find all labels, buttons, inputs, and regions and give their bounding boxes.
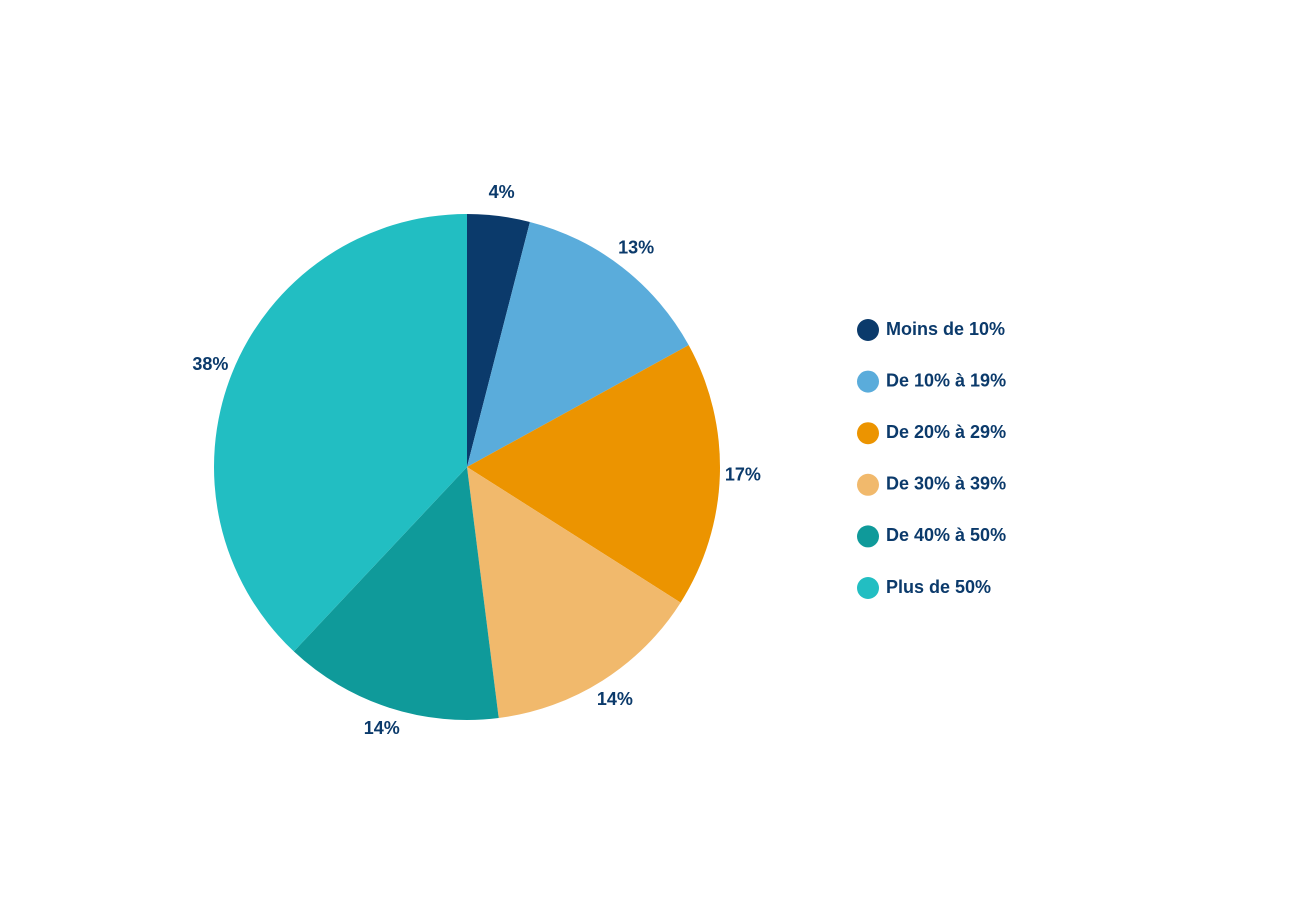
legend-label: Moins de 10% [886, 319, 1005, 339]
pie-slice [467, 221, 689, 467]
data-label: 14% [364, 718, 400, 738]
pie-slice [467, 467, 681, 719]
data-label: 17% [725, 464, 761, 484]
legend-label: De 30% à 39% [886, 474, 1006, 494]
legend-swatch [857, 473, 879, 496]
legend-swatch [857, 422, 879, 445]
data-label: 14% [597, 689, 633, 709]
legend-label: De 10% à 19% [886, 370, 1006, 390]
legend-swatch [857, 525, 879, 548]
legend-swatch [857, 370, 879, 393]
data-label: 38% [192, 354, 228, 374]
data-label: 13% [618, 238, 654, 258]
legend-label: De 40% à 50% [886, 525, 1006, 545]
pie-slice [293, 467, 499, 720]
pie-slice [467, 214, 530, 467]
legend-label: Plus de 50% [886, 577, 991, 597]
pie-slice [213, 213, 467, 652]
data-label: 4% [489, 182, 515, 202]
legend-swatch [857, 577, 879, 599]
legend-label: De 20% à 29% [886, 422, 1006, 442]
legend-swatch [857, 319, 879, 341]
pie-slice [467, 345, 721, 603]
